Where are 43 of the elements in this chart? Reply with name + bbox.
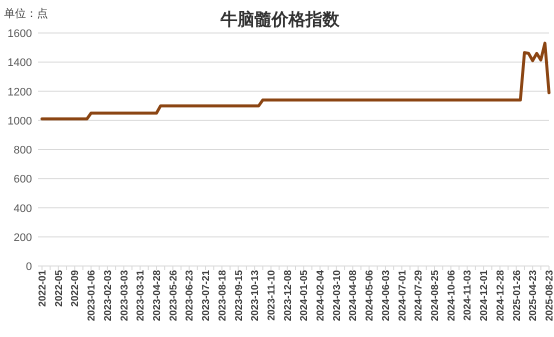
x-tick-label: 2023-07-21	[201, 270, 212, 322]
chart-title: 牛脑髓价格指数	[220, 10, 340, 30]
x-tick-label: 2024-06-03	[380, 270, 392, 322]
y-tick-label: 0	[26, 261, 32, 273]
y-tick-label: 600	[14, 174, 32, 186]
x-tick-label: 2022-09	[70, 270, 82, 307]
x-tick-label: 2023-04-28	[152, 270, 163, 322]
y-tick-label: 1200	[8, 86, 32, 98]
x-tick-label: 2025-01-26	[512, 270, 523, 322]
x-tick-label: 2024-12-01	[479, 270, 490, 322]
x-tick-label: 2024-10-06	[446, 270, 458, 322]
x-tick-label: 2024-05-06	[364, 270, 376, 322]
text: 单位：点	[4, 7, 48, 20]
x-tick-label: 2024-02-04	[316, 270, 327, 322]
x-tick-label: 2025-08-23	[544, 270, 554, 322]
x-tick-label: 2024-01-05	[299, 270, 310, 322]
x-tick-label: 2023-06-23	[184, 270, 196, 322]
x-tick-label: 2023-08-18	[217, 270, 228, 322]
x-tick-label: 2022-01	[38, 270, 48, 307]
x-tick-label: 2024-03-10	[332, 270, 343, 322]
x-tick-label: 2023-03-03	[119, 270, 130, 322]
x-tick-label: 2024-12-28	[495, 270, 506, 322]
x-tick-label: 2022-05	[54, 270, 65, 307]
x-tick-label: 2023-09-15	[234, 270, 245, 322]
x-tick-label: 2023-02-03	[102, 270, 114, 322]
x-tick-label: 2025-04-23	[528, 270, 540, 322]
y-tick-label: 1000	[8, 115, 32, 128]
x-tick-label: 2023-01-06	[86, 270, 98, 322]
x-tick-label: 2024-07-01	[397, 270, 408, 322]
x-tick-label: 2023-05-26	[168, 270, 180, 322]
x-tick-label: 2023-03-31	[136, 270, 147, 322]
x-tick-label: 2024-04-08	[348, 270, 360, 322]
y-tick-label: 800	[14, 144, 32, 156]
y-tick-label: 1400	[8, 57, 32, 70]
x-tick-label: 2024-07-29	[414, 270, 425, 322]
y-tick-label: 1600	[8, 28, 32, 40]
y-tick-label: 400	[14, 202, 32, 215]
x-tick-label: 2024-11-03	[462, 270, 474, 321]
x-tick-label: 2024-08-25	[430, 270, 442, 322]
x-tick-label: 2023-10-13	[250, 270, 262, 322]
x-tick-label: 2023-11-10	[266, 270, 278, 321]
x-tick-label: 2023-12-08	[282, 270, 294, 322]
y-tick-label: 200	[14, 232, 32, 244]
